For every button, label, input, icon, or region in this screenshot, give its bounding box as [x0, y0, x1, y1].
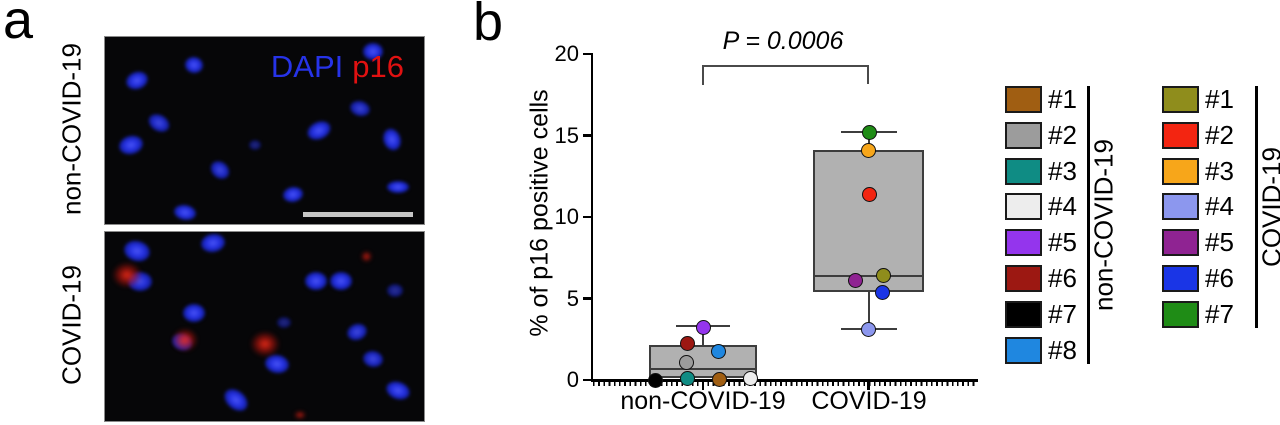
p16-stain-patch	[171, 327, 198, 352]
legend-swatch	[1005, 157, 1042, 185]
legend-swatch	[1005, 86, 1042, 113]
legend-swatch	[1162, 121, 1199, 149]
legend-entry-label: #6	[1048, 263, 1077, 293]
panel-a-letter: a	[3, 0, 34, 50]
p16-label: p16	[352, 49, 404, 84]
nucleus	[248, 140, 261, 151]
legend-swatch	[1162, 229, 1199, 257]
legend-entry-label: #1	[1048, 84, 1077, 114]
p16-stain-patch	[361, 251, 373, 263]
legend-swatch	[1005, 121, 1042, 149]
p16-stain-patch	[293, 411, 306, 420]
x-category-covid: COVID-19	[811, 387, 927, 415]
legend-entry-label: #3	[1205, 155, 1234, 186]
nucleus	[304, 272, 327, 291]
legend-swatch	[1005, 229, 1042, 257]
legend-swatch	[1162, 157, 1199, 185]
legend-swatch	[1005, 193, 1042, 221]
legend-swatch	[1162, 193, 1199, 221]
nucleus	[330, 272, 353, 291]
legend-entry-label: #4	[1048, 191, 1077, 222]
nucleus	[387, 284, 404, 298]
legend-swatch	[1005, 265, 1042, 292]
legend-swatch	[1005, 336, 1042, 364]
nucleus	[387, 180, 410, 193]
legend-entry-label: #1	[1205, 84, 1234, 114]
micrograph-non-covid: DAPI p16	[104, 36, 425, 225]
micrograph-covid	[104, 231, 425, 422]
nucleus	[183, 304, 206, 323]
dapi-label: DAPI	[270, 49, 344, 84]
legend-entry-label: #7	[1048, 298, 1077, 329]
legend-entry-label: #2	[1205, 119, 1234, 150]
legend-entry-label: #7	[1205, 298, 1234, 329]
stain-caption: DAPI p16	[271, 51, 404, 82]
legend-group-label: COVID-19	[1256, 146, 1280, 267]
scale-bar	[303, 212, 413, 217]
legend-entry-label: #5	[1205, 227, 1234, 258]
legend-entry-label: #8	[1048, 334, 1077, 365]
legend-group-rule	[1087, 86, 1090, 364]
nucleus	[362, 43, 383, 61]
p16-stain-patch	[112, 262, 143, 289]
p-value-label: P = 0.0006	[722, 27, 844, 55]
legend-entry-label: #2	[1048, 119, 1077, 150]
p16-stain-patch	[249, 330, 280, 357]
legend-swatch	[1005, 300, 1042, 328]
legend-swatch	[1162, 300, 1199, 328]
panel-b-letter: b	[473, 0, 504, 52]
legend-group-label: non-COVID-19	[1088, 138, 1119, 311]
nucleus	[276, 317, 291, 329]
legend-swatch	[1162, 265, 1199, 292]
legend-group-rule	[1255, 86, 1258, 328]
legend-entry-label: #3	[1048, 155, 1077, 186]
legend-swatch	[1162, 86, 1199, 113]
legend-entry-label: #4	[1205, 191, 1234, 222]
legend-entry-label: #5	[1048, 227, 1077, 258]
legend-entry-label: #6	[1205, 263, 1234, 293]
x-category-non-covid: non-COVID-19	[620, 387, 786, 415]
